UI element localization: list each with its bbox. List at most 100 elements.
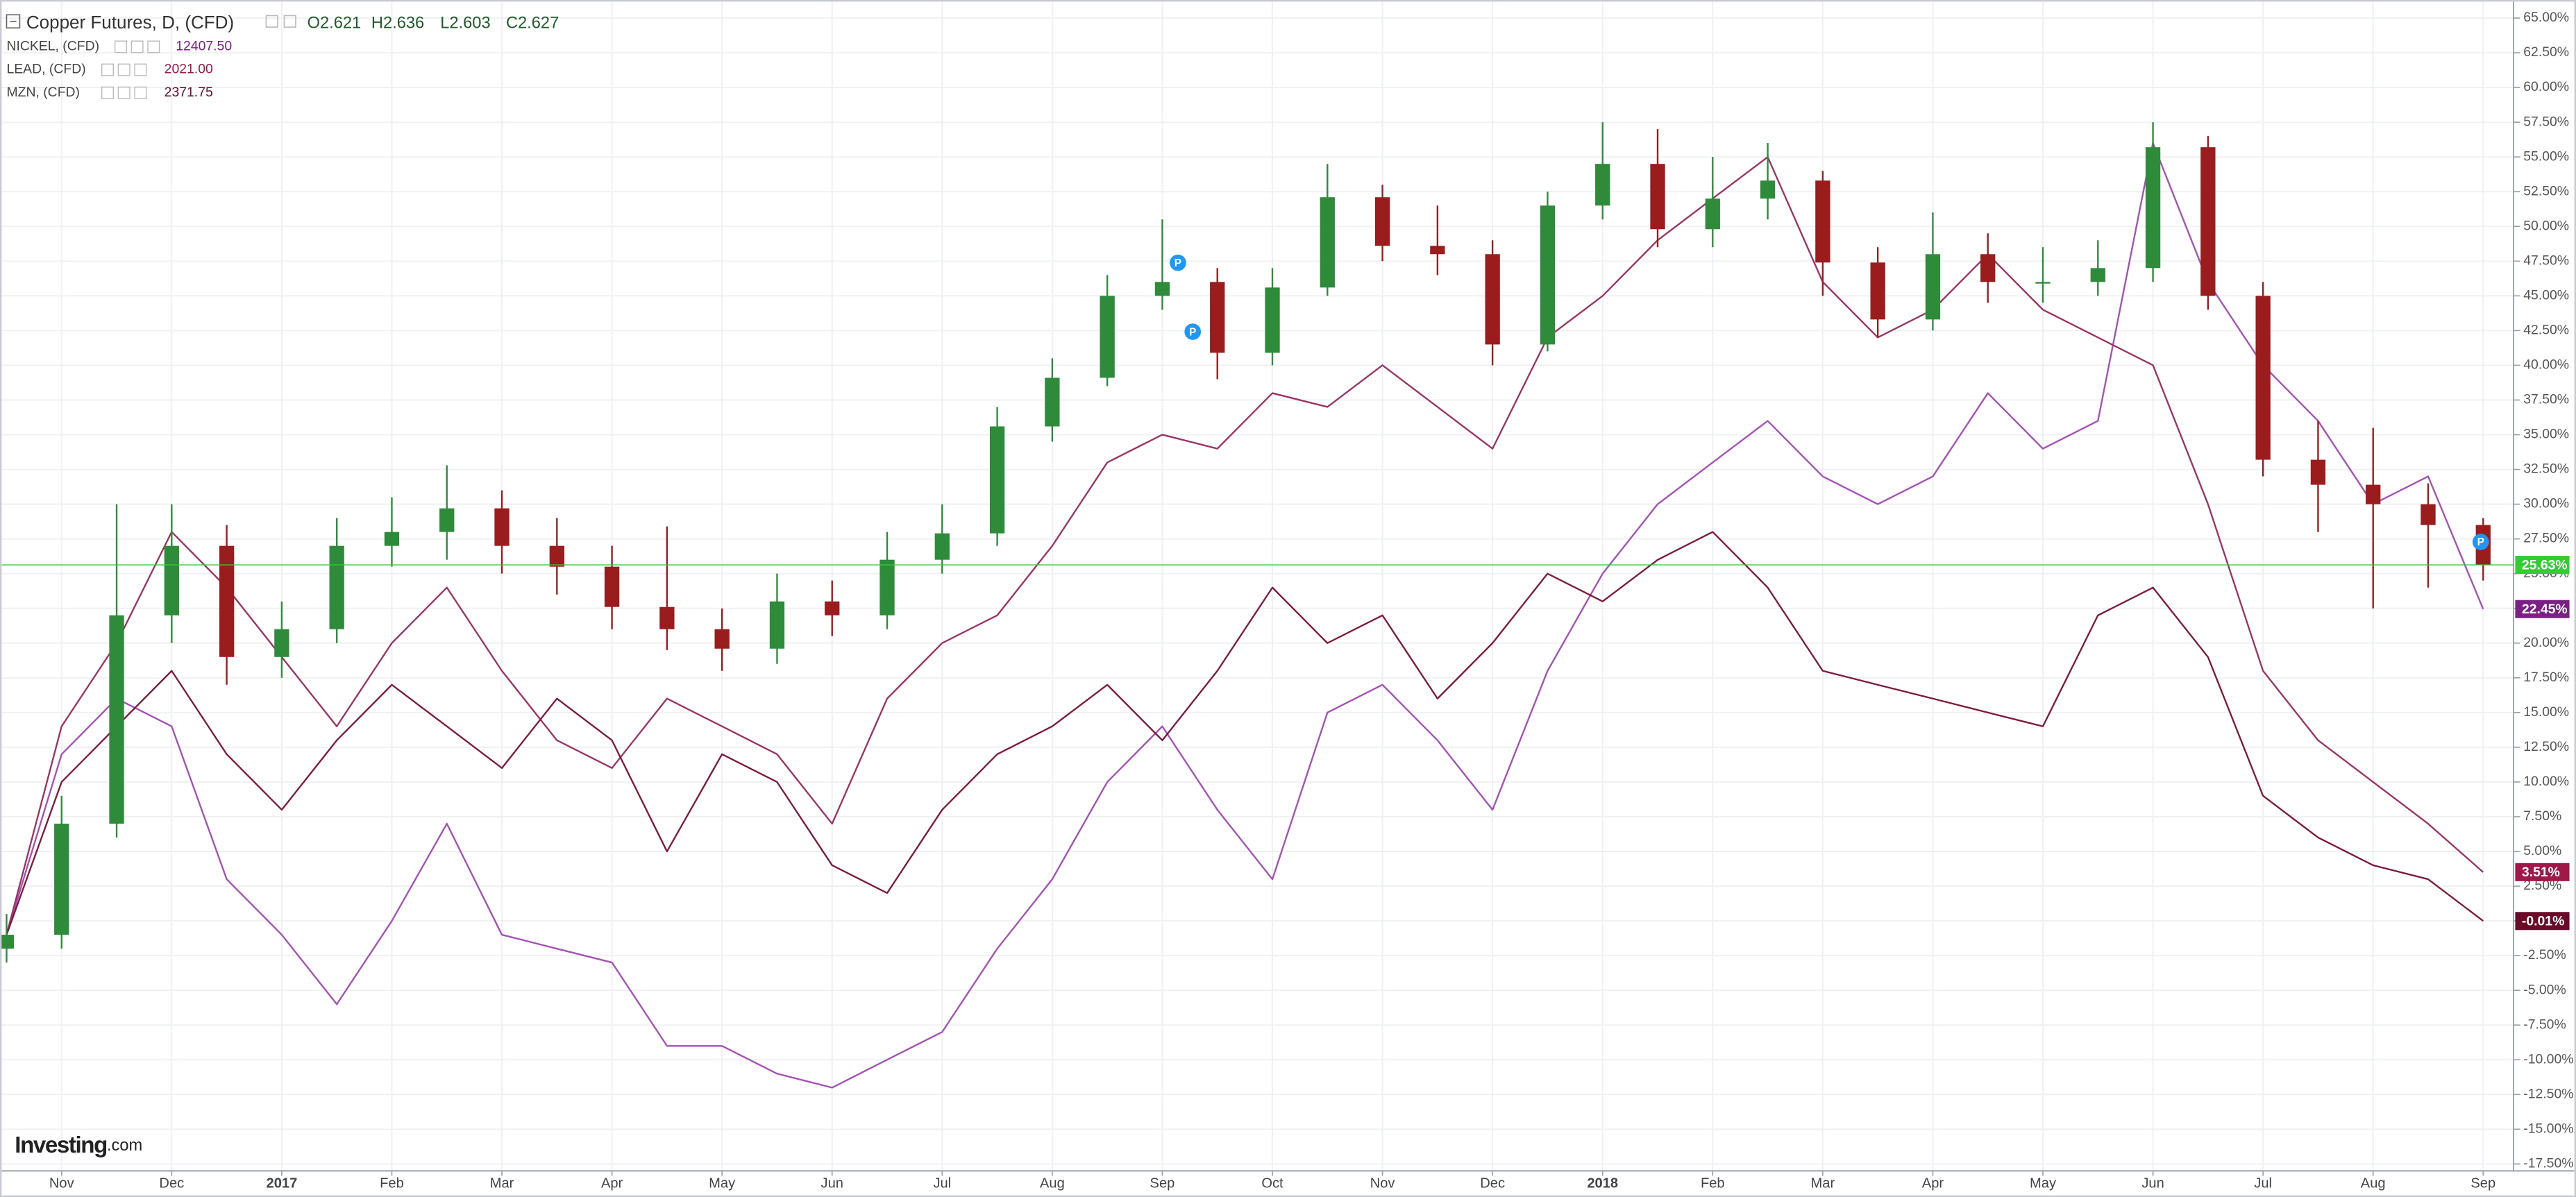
x-tick-label: Oct [1261, 1176, 1283, 1191]
x-tick-label: Apr [1922, 1176, 1944, 1191]
y-tick-label: 57.50% [2523, 114, 2569, 129]
price-badge-label: -0.01% [2522, 914, 2564, 929]
grid [0, 0, 2514, 1171]
candle-body [0, 935, 15, 949]
candle-body [2090, 268, 2105, 282]
price-badge-label: 22.45% [2522, 602, 2568, 617]
x-tick-label: Mar [490, 1176, 514, 1191]
candle-body [2366, 484, 2381, 504]
candle-body [549, 545, 564, 567]
candle-body [2035, 282, 2051, 284]
legend-icon[interactable] [101, 86, 115, 99]
x-tick-label: Jun [2141, 1176, 2164, 1191]
ohlc-value: L2.603 [440, 15, 490, 33]
y-tick-label: 2.50% [2523, 878, 2561, 893]
y-tick-label: -17.50% [2523, 1155, 2573, 1171]
y-tick-label: 17.50% [2523, 670, 2569, 685]
candle-body [384, 532, 400, 546]
candle-body [164, 545, 179, 616]
x-tick-label: Mar [1811, 1176, 1835, 1191]
event-marker[interactable] [1184, 323, 1202, 340]
candle-body [1705, 198, 1720, 230]
price-badge [2515, 912, 2570, 931]
y-tick-label: 27.50% [2523, 531, 2569, 546]
x-tick-label: Dec [159, 1176, 184, 1191]
visibility-icon[interactable] [283, 15, 296, 28]
x-tick-label: Sep [1150, 1176, 1175, 1191]
y-tick-label: 35.00% [2523, 427, 2569, 442]
y-tick-label: 52.50% [2523, 183, 2569, 198]
event-marker-label: P [1189, 326, 1196, 338]
legend: Copper Futures, D, (CFD) O2.621 H2.636 L2.… [6, 12, 559, 100]
candle-body [1980, 254, 1996, 282]
legend-label[interactable]: MZN, (CFD) [6, 85, 80, 100]
candle-body [1045, 377, 1060, 427]
x-tick-label: Nov [49, 1176, 74, 1191]
legend-label[interactable]: LEAD, (CFD) [6, 62, 85, 77]
y-tick-label: -7.50% [2523, 1017, 2566, 1032]
candle-body [1760, 180, 1776, 199]
price-badge-label: 25.63% [2522, 557, 2568, 572]
legend-icon[interactable] [134, 63, 147, 76]
candle-body [1925, 254, 1941, 320]
legend-value: 2021.00 [165, 62, 213, 77]
watermark-brand: Investing [15, 1132, 107, 1158]
x-tick-label: Feb [1701, 1176, 1725, 1191]
candle-body [2200, 147, 2216, 296]
x-tick-label: Jul [2254, 1176, 2272, 1191]
candle-body [769, 601, 785, 649]
series-line [6, 156, 2484, 935]
candle-body [1485, 254, 1500, 345]
legend-icon[interactable] [134, 86, 147, 99]
candle-body [604, 566, 620, 607]
legend-label[interactable]: NICKEL, (CFD) [6, 39, 99, 54]
legend-icon[interactable] [114, 40, 127, 53]
y-tick-label: 37.50% [2523, 392, 2569, 407]
candle-body [1430, 246, 1445, 255]
legend-icon[interactable] [117, 86, 131, 99]
series-line [6, 531, 2484, 935]
x-tick-label: Nov [1370, 1176, 1395, 1191]
legend-icon[interactable] [101, 63, 115, 76]
y-tick-label: -10.00% [2523, 1051, 2573, 1067]
legend-icon[interactable] [117, 63, 131, 76]
plot: P P P [0, 122, 2514, 1089]
event-marker[interactable] [2472, 534, 2489, 550]
legend-icon[interactable] [131, 40, 144, 53]
y-tick-label: 10.00% [2523, 774, 2569, 789]
y-tick-label: 20.00% [2523, 635, 2569, 650]
event-marker-label: P [2477, 536, 2484, 548]
candle-body [825, 601, 840, 616]
candle-body [1320, 197, 1335, 288]
series-line [6, 142, 2484, 1089]
y-tick-label: 30.00% [2523, 496, 2569, 511]
candle-body [1595, 164, 1610, 206]
event-marker[interactable] [1170, 254, 1186, 271]
y-tick-label: -5.00% [2523, 982, 2566, 997]
candle-body [1154, 282, 1170, 296]
candle-body [934, 533, 950, 560]
event-marker-label: P [1175, 257, 1181, 269]
candle-body [109, 615, 124, 824]
y-tick-label: 62.50% [2523, 44, 2569, 60]
y-tick-label: -15.00% [2523, 1121, 2573, 1136]
collapse-icon[interactable] [6, 14, 21, 29]
x-tick-label: Feb [380, 1176, 404, 1191]
legend-icon[interactable] [147, 40, 160, 53]
candle-body [659, 606, 675, 629]
y-tick-label: 40.00% [2523, 357, 2569, 373]
y-tick-label: 42.50% [2523, 323, 2569, 338]
candle-body [2255, 296, 2271, 460]
candle-body [329, 545, 344, 629]
x-tick-label: Sep [2470, 1176, 2495, 1191]
settings-icon[interactable] [265, 15, 278, 28]
candle-body [1210, 282, 1225, 353]
candle-body [219, 545, 235, 657]
y-tick-label: 50.00% [2523, 218, 2569, 233]
price-badge [2515, 600, 2570, 618]
price-badge [2515, 863, 2570, 881]
price-badge-label: 3.51% [2522, 865, 2560, 880]
y-tick-label: 65.00% [2523, 10, 2569, 25]
candle-body [494, 508, 510, 546]
